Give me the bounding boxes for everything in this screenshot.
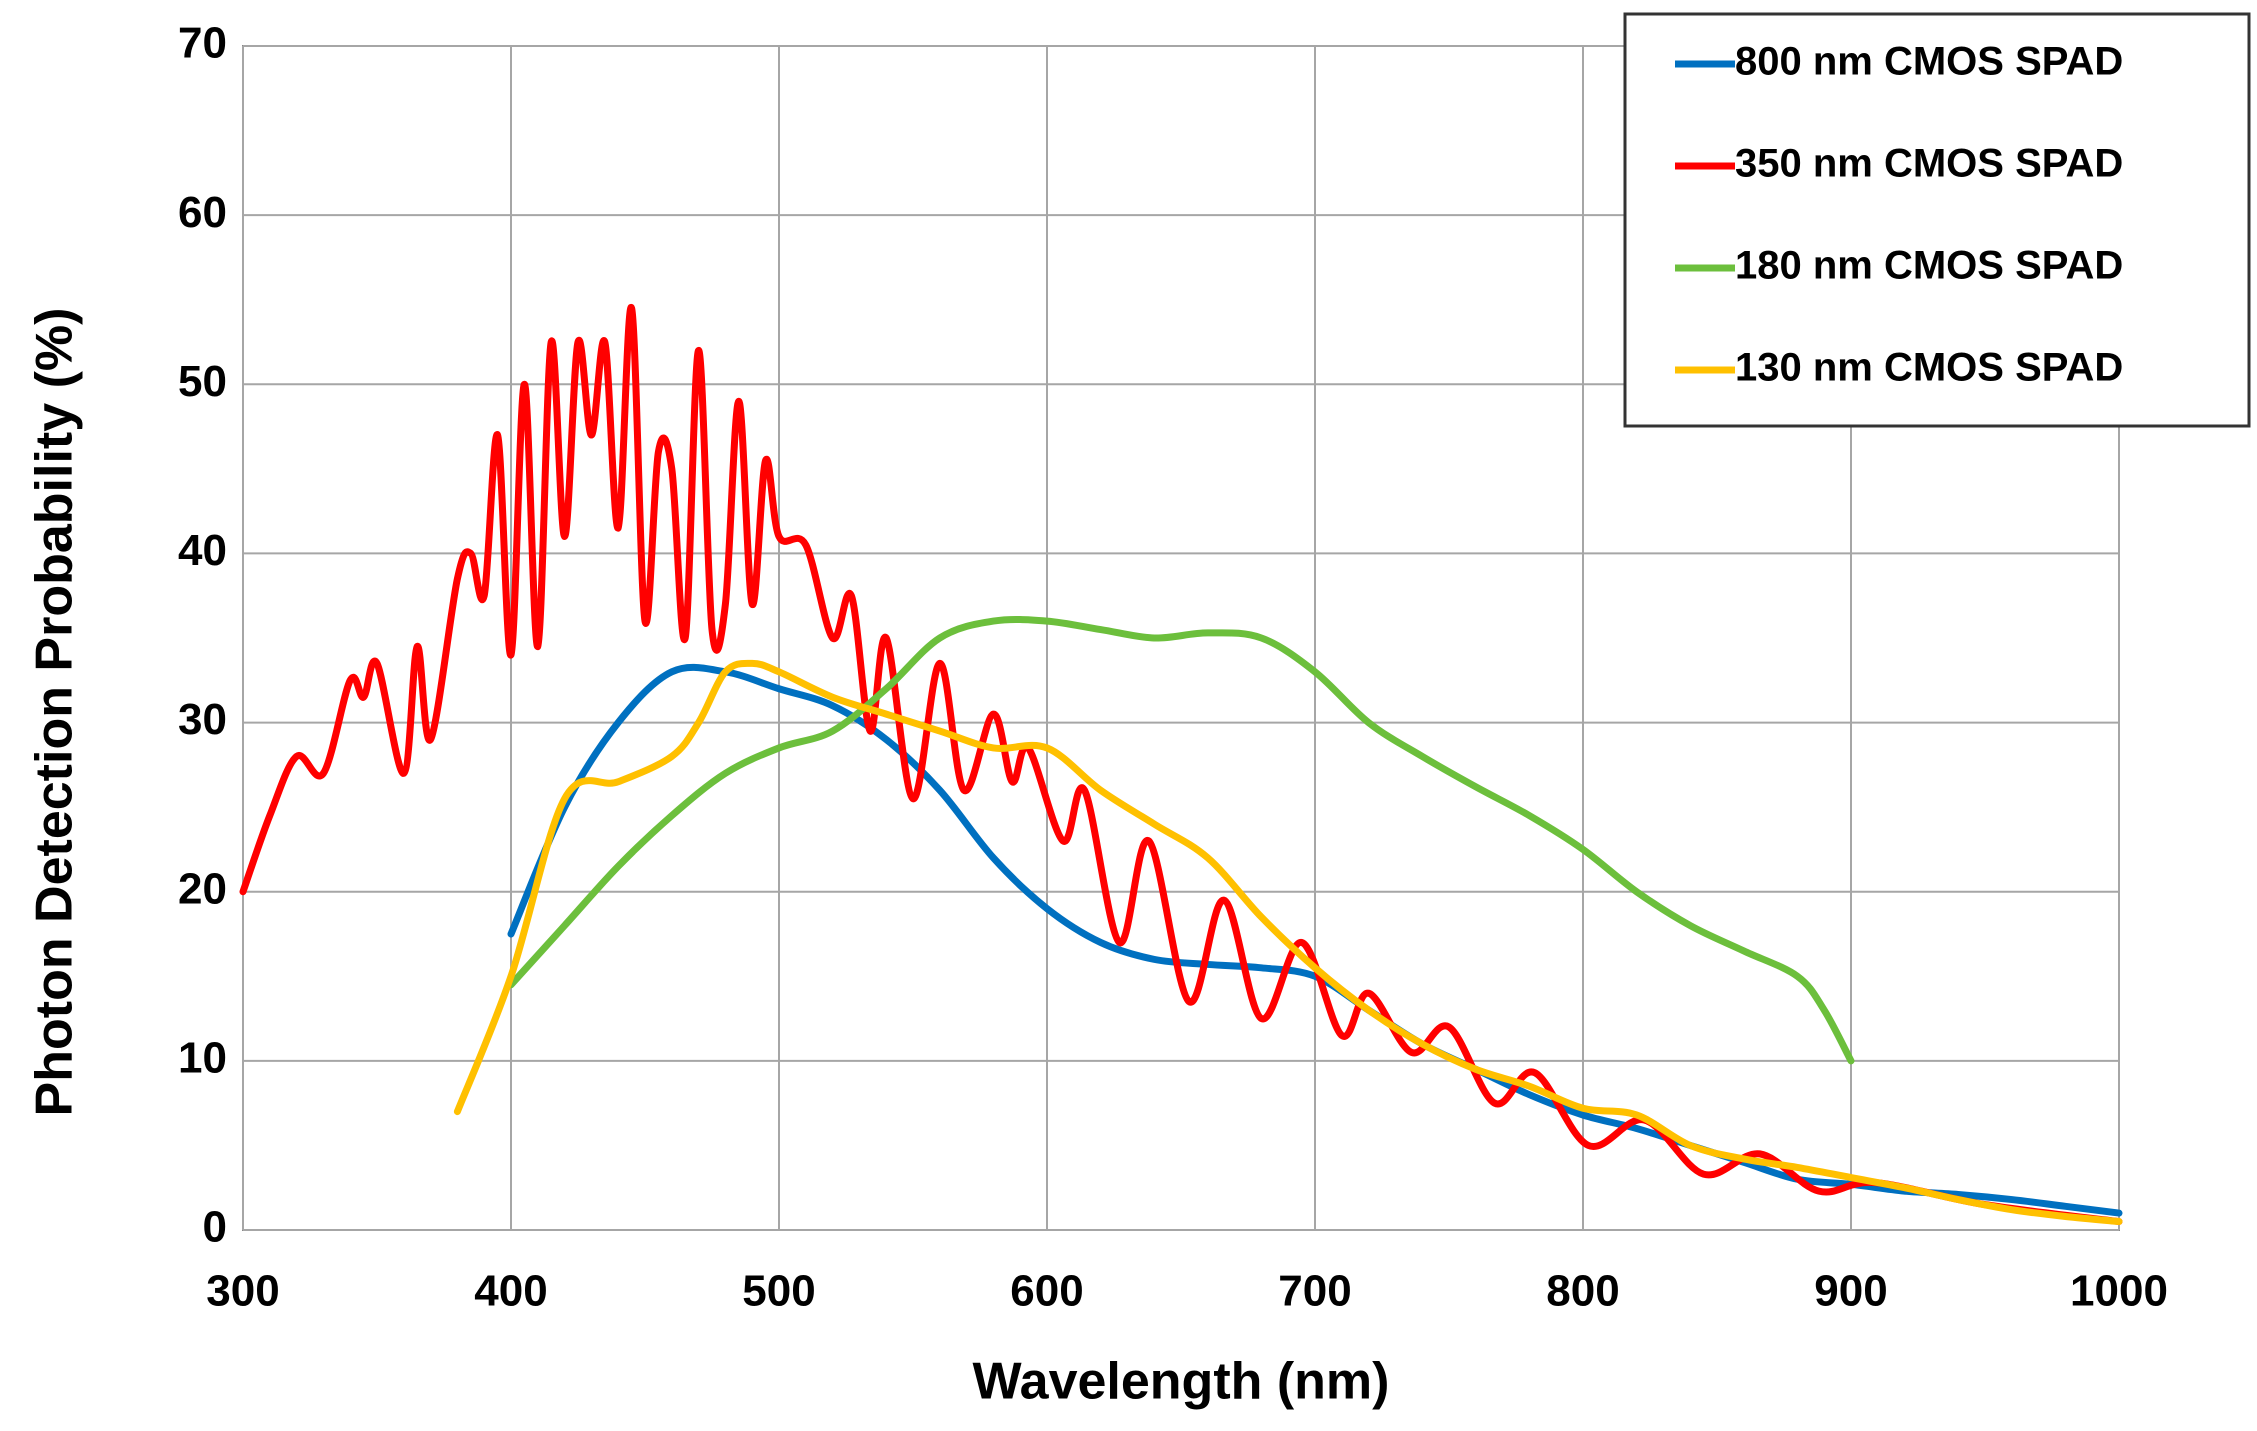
x-tick-label: 1000 [2070, 1267, 2168, 1316]
y-tick-label: 50 [178, 357, 227, 406]
legend-label: 800 nm CMOS SPAD [1735, 40, 2123, 84]
y-tick-label: 70 [178, 19, 227, 68]
x-axis-label: Wavelength (nm) [973, 1353, 1390, 1411]
x-tick-label: 600 [1010, 1267, 1083, 1316]
x-tick-label: 700 [1278, 1267, 1351, 1316]
legend-label: 180 nm CMOS SPAD [1735, 244, 2123, 288]
y-tick-label: 10 [178, 1033, 227, 1082]
y-tick-label: 0 [203, 1203, 227, 1252]
y-tick-label: 30 [178, 695, 227, 744]
x-tick-label: 800 [1546, 1267, 1619, 1316]
y-tick-label: 20 [178, 864, 227, 913]
x-tick-label: 400 [474, 1267, 547, 1316]
series-line [453, 659, 2123, 1226]
x-tick-label: 300 [206, 1267, 279, 1316]
x-tick-label: 500 [742, 1267, 815, 1316]
legend-label: 350 nm CMOS SPAD [1735, 142, 2123, 186]
legend-box [1623, 12, 2251, 428]
x-tick-label: 900 [1814, 1267, 1887, 1316]
legend-label: 130 nm CMOS SPAD [1735, 346, 2123, 390]
y-axis-label: Photon Detection Probability (%) [26, 308, 84, 1117]
series-line [239, 304, 2123, 1226]
series-line [507, 615, 1855, 1065]
y-tick-label: 40 [178, 526, 227, 575]
y-tick-label: 60 [178, 188, 227, 237]
series-line [507, 663, 2123, 1217]
